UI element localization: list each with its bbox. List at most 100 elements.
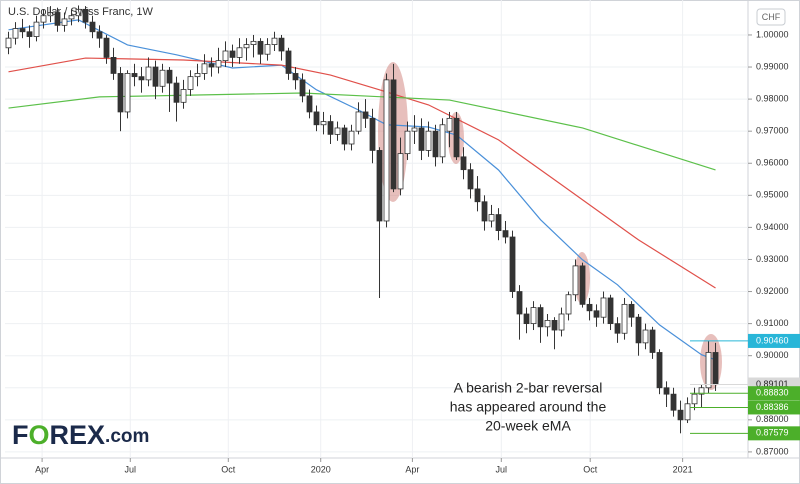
candle-body — [502, 230, 509, 238]
candle-body — [474, 188, 481, 203]
y-tick-label: 0.91000 — [756, 318, 789, 328]
candle-body — [327, 121, 334, 135]
y-tick-label: 0.96000 — [756, 158, 789, 168]
price-label: 0.88830 — [756, 388, 789, 398]
candle-body — [117, 73, 124, 113]
candle-body — [110, 57, 117, 74]
y-tick-label: 0.95000 — [756, 190, 789, 200]
price-label: 0.87579 — [756, 428, 789, 438]
candle-body — [229, 50, 236, 58]
candle-body — [362, 111, 369, 119]
candle-body — [33, 21, 40, 37]
candle-body — [5, 37, 12, 49]
y-tick-label: 0.94000 — [756, 222, 789, 232]
candle-body — [544, 320, 551, 328]
candle-body — [551, 320, 558, 331]
candle-body — [215, 60, 222, 68]
price-label: 0.88386 — [756, 402, 789, 412]
candle-body — [278, 37, 285, 52]
candle-body — [82, 8, 89, 23]
x-tick-label: 2020 — [311, 464, 331, 474]
candle-body — [131, 73, 138, 78]
candle-body — [432, 130, 439, 158]
currency-box — [756, 8, 786, 26]
candle-body — [691, 393, 698, 405]
candle-body — [698, 387, 705, 395]
candle-body — [390, 79, 397, 190]
candle-body — [572, 265, 579, 296]
candle-body — [628, 303, 635, 318]
candle-body — [313, 111, 320, 126]
candle-body — [509, 236, 516, 292]
x-tick-label: Apr — [405, 464, 419, 474]
candle-body — [124, 73, 131, 113]
x-tick-label: Jul — [496, 464, 508, 474]
candle-body — [201, 63, 208, 74]
candle-body — [320, 121, 327, 126]
candle-body — [712, 352, 719, 385]
x-tick-label: Oct — [221, 464, 236, 474]
candle-body — [404, 130, 411, 155]
x-tick-label: 2021 — [673, 464, 693, 474]
candle-body — [103, 37, 110, 58]
candle-body — [649, 329, 656, 353]
candle-body — [222, 50, 229, 62]
price-label-box — [748, 426, 800, 441]
candle-body — [75, 8, 82, 17]
candle-body — [495, 214, 502, 232]
x-tick-label: Oct — [583, 464, 598, 474]
candle-body — [355, 111, 362, 132]
x-tick-label: Apr — [35, 464, 49, 474]
logo-part: REX — [50, 420, 106, 450]
ema-line — [8, 92, 716, 171]
candle-body — [26, 31, 33, 37]
logo: FOREX.com — [12, 420, 149, 450]
candle-body — [12, 28, 19, 39]
candle-body — [705, 352, 712, 389]
annotation: A bearish 2-bar reversal — [454, 380, 603, 396]
candle-body — [334, 127, 341, 135]
candle-body — [173, 82, 180, 103]
y-tick-label: 0.88000 — [756, 414, 789, 424]
logo-part: .com — [105, 426, 149, 447]
candle-body — [530, 307, 537, 325]
candle-body — [656, 352, 663, 389]
candle-body — [460, 156, 467, 171]
candle-body — [96, 31, 103, 39]
logo-part: F — [12, 420, 29, 450]
candle-body — [642, 329, 649, 344]
candle-body — [453, 117, 460, 158]
candle-body — [663, 387, 670, 395]
candle-body — [537, 307, 544, 328]
candle-body — [418, 127, 425, 151]
logo-part: O — [29, 420, 50, 450]
candle-body — [208, 63, 215, 68]
price-label-box — [748, 333, 800, 348]
candle-body — [194, 73, 201, 78]
annotation: has appeared around the — [450, 399, 607, 415]
candle-body — [68, 15, 75, 20]
candle-body — [670, 393, 677, 411]
candle-body — [439, 124, 446, 158]
candle-body — [635, 316, 642, 344]
candle-body — [236, 47, 243, 58]
y-tick-label: 1.00000 — [756, 29, 789, 39]
candle-body — [341, 127, 348, 145]
currency: CHF — [762, 12, 781, 22]
candle-body — [600, 297, 607, 318]
candle-body — [40, 15, 47, 23]
candle-body — [47, 12, 54, 17]
candle-body — [285, 50, 292, 74]
candle-body — [369, 117, 376, 151]
candle-body — [607, 297, 614, 325]
y-tick-label: 0.97000 — [756, 126, 789, 136]
candle-body — [565, 294, 572, 315]
candle-body — [383, 79, 390, 222]
candle-body — [425, 130, 432, 151]
candle-body — [250, 40, 257, 45]
price-label: 0.90460 — [756, 335, 789, 345]
candle-body — [376, 150, 383, 222]
candle-body — [166, 69, 173, 84]
candle-body — [89, 21, 96, 33]
